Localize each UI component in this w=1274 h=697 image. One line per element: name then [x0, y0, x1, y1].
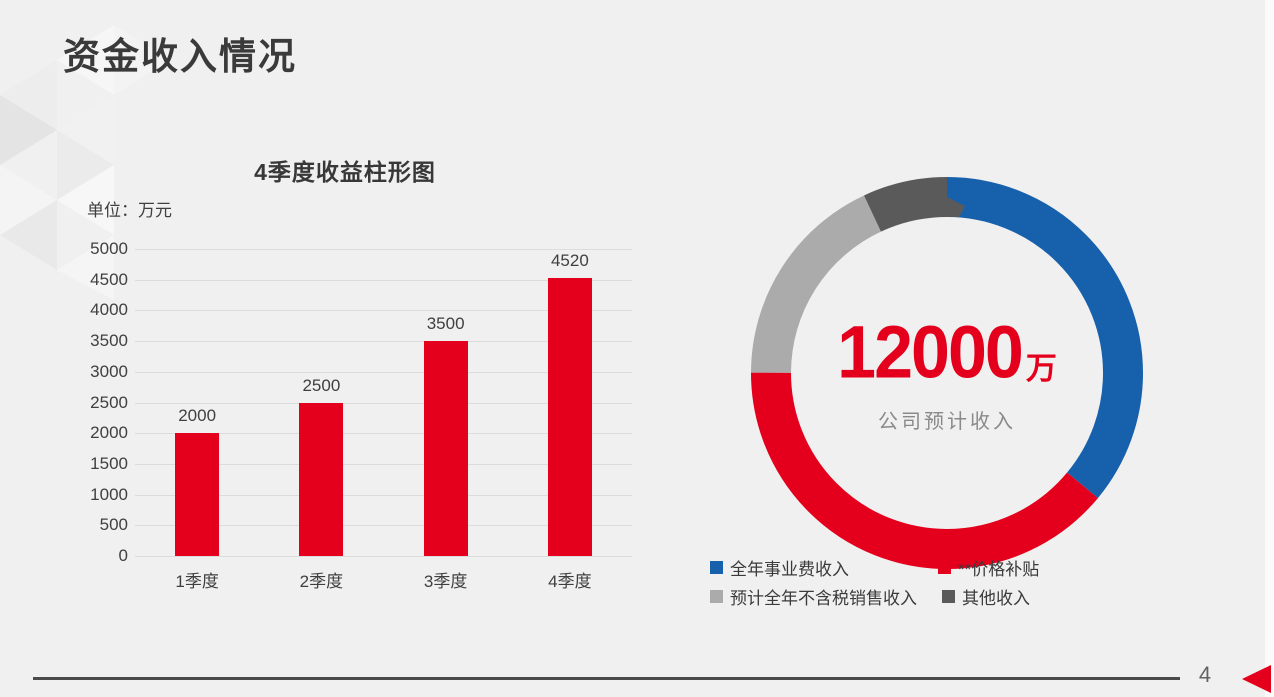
- x-axis-category-label: 1季度: [175, 572, 219, 591]
- y-axis-tick-label: 4000: [90, 300, 128, 320]
- donut-caption: 公司预计收入: [878, 411, 1016, 433]
- bar-value-label: 2000: [178, 406, 217, 426]
- legend-label: **价格补贴: [958, 560, 1040, 579]
- y-axis-tick-label: 1000: [90, 484, 128, 504]
- corner-triangles-decoration: [0, 25, 171, 300]
- legend-label: 全年事业费收入: [730, 560, 849, 579]
- gridline: [135, 402, 632, 404]
- y-axis-tick-label: 4500: [90, 269, 128, 289]
- x-axis-category-label: 4季度: [548, 572, 592, 591]
- gridline: [135, 556, 632, 557]
- gridline: [135, 341, 632, 343]
- bar-value-label: 3500: [426, 314, 465, 334]
- donut-segment-其他收入: [751, 177, 1143, 569]
- legend-swatch-blue: [710, 561, 723, 574]
- gridline: [135, 494, 632, 496]
- gridline: [135, 371, 632, 373]
- page-title: 资金收入情况: [63, 36, 297, 77]
- legend-item-gray: 预计全年不含税销售收入: [710, 584, 917, 609]
- donut-number: 12000: [837, 310, 1024, 394]
- donut-chart: [751, 177, 1143, 569]
- bar-value-label: 4520: [550, 251, 589, 271]
- donut-segment-**价格补贴: [751, 177, 1143, 569]
- slide-right-edge: [1265, 0, 1274, 697]
- bar-3季度: [423, 341, 468, 556]
- bar-4季度: [547, 278, 592, 556]
- gridline: [135, 310, 632, 312]
- legend-swatch-darkgray: [942, 590, 955, 603]
- legend-item-red: **价格补贴: [938, 555, 1039, 580]
- bar-chart-unit-label: 单位：万元: [87, 201, 172, 220]
- page-number: 4: [1198, 662, 1212, 687]
- bar-chart-title: 4季度收益柱形图: [254, 159, 436, 185]
- donut-center-value: 12000 万: [737, 310, 1157, 394]
- legend-item-darkgray: 其他收入: [942, 584, 1030, 609]
- y-axis-tick-label: 5000: [90, 239, 128, 258]
- gridline: [135, 279, 632, 281]
- y-axis-tick-label: 3500: [90, 331, 128, 351]
- x-axis-category-label: 2季度: [299, 572, 344, 591]
- bar-1季度: [175, 433, 220, 556]
- gridline: [135, 525, 632, 527]
- gridline: [135, 463, 632, 465]
- y-axis-tick-label: 2500: [90, 392, 128, 412]
- legend-label: 预计全年不含税销售收入: [730, 589, 917, 608]
- bar-value-label: 2500: [302, 375, 341, 395]
- gridline: [135, 249, 632, 250]
- legend-swatch-gray: [710, 590, 723, 603]
- bar-2季度: [299, 402, 344, 556]
- gridline: [135, 433, 632, 435]
- footer-divider-line: [33, 677, 1180, 680]
- y-axis-tick-label: 500: [99, 515, 128, 535]
- donut-unit: 万: [1025, 351, 1057, 386]
- legend-swatch-red: [938, 561, 951, 574]
- y-axis-tick-label: 2000: [90, 423, 128, 443]
- legend-label: 其他收入: [962, 589, 1030, 608]
- footer-red-triangle-icon: [1242, 665, 1271, 693]
- y-axis-tick-label: 1500: [90, 453, 128, 473]
- x-axis-category-label: 3季度: [423, 572, 468, 591]
- legend-item-blue: 全年事业费收入: [710, 555, 849, 580]
- y-axis-tick-label: 3000: [90, 361, 128, 381]
- y-axis-tick-label: 0: [118, 546, 128, 565]
